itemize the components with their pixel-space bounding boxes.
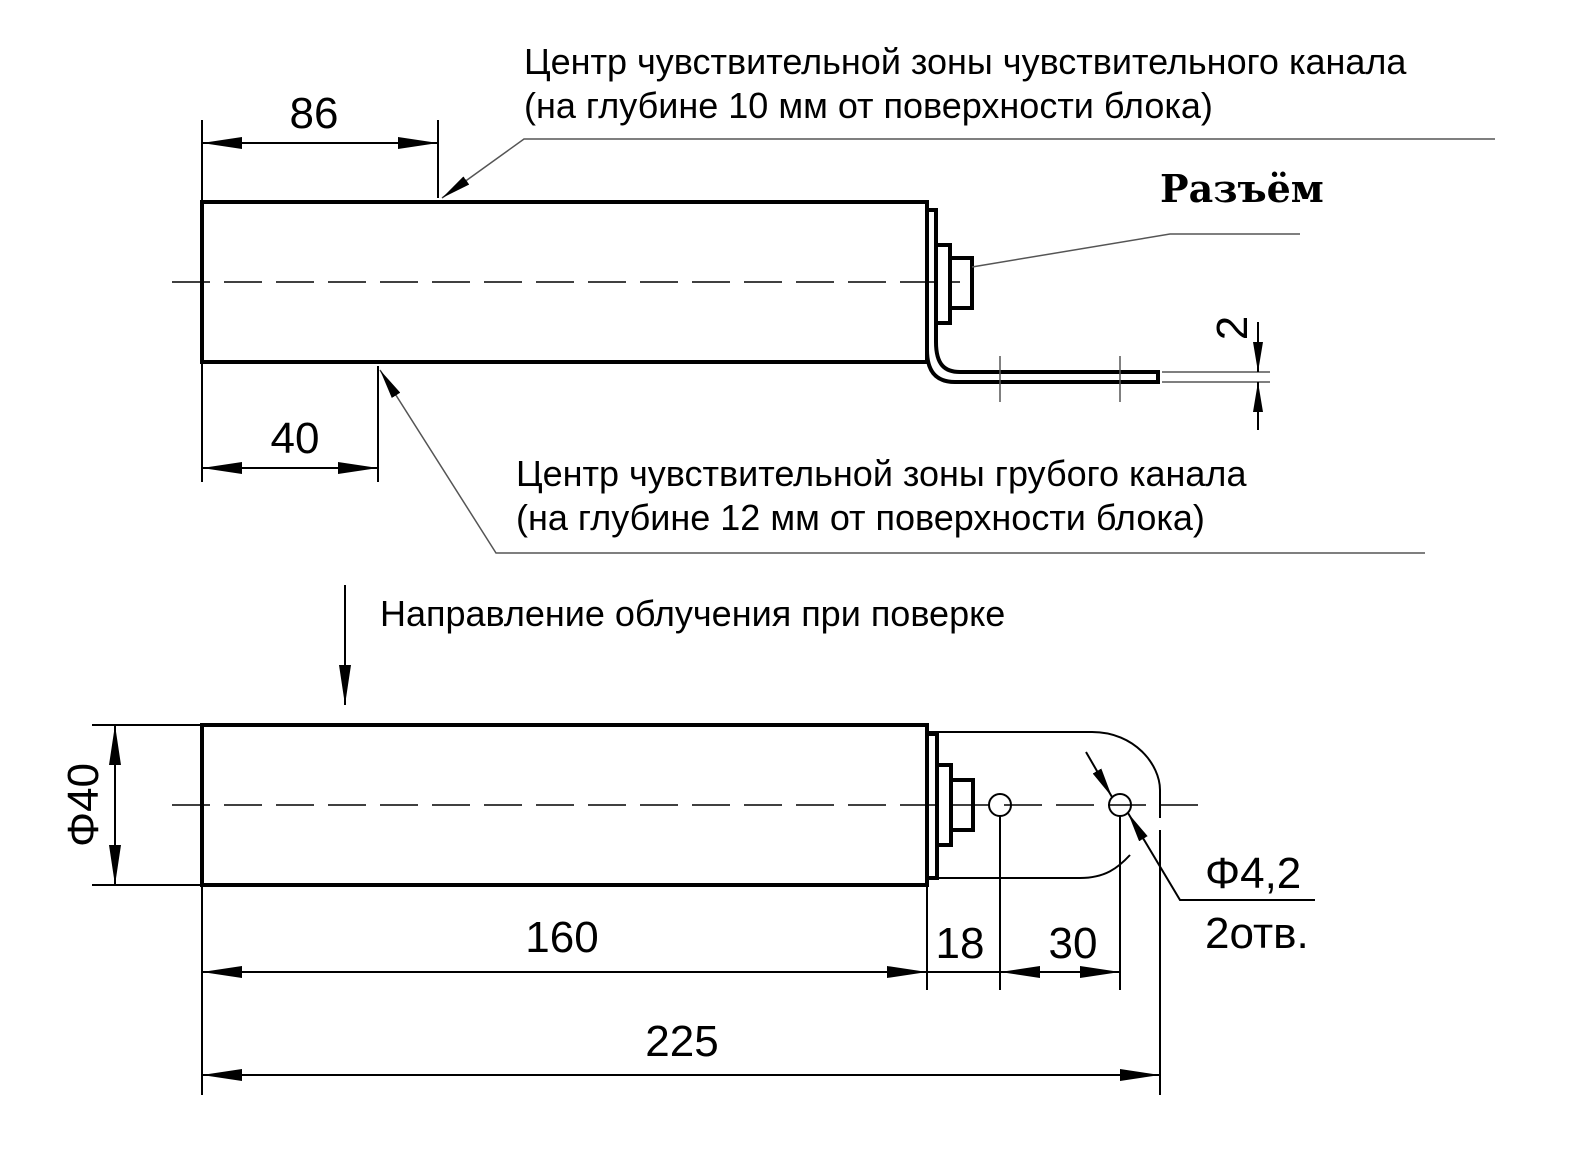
bottom-connector-nut [949, 778, 975, 832]
dim-30-label: 30 [1049, 919, 1098, 968]
sensitive-channel-leader [441, 138, 1495, 199]
top-view: Разъём Центр чувствительной зоны чувстви… [172, 41, 1495, 554]
dim-40-label: 40 [271, 414, 320, 463]
connector-leader [971, 233, 1300, 268]
dim-d40-label: Φ40 [59, 763, 108, 847]
bottom-connector-body [935, 763, 953, 847]
mounting-plate-lower-edge [927, 854, 1131, 879]
top-connector-nut [948, 256, 974, 310]
hole-diameter-label: Φ4,2 [1205, 849, 1301, 898]
dim-160-label: 160 [525, 913, 598, 962]
hole-dim-leader [1127, 812, 1315, 901]
dim-2-label: 2 [1208, 316, 1257, 340]
bottom-view: Направление облучения при поверке Φ4,2 2… [59, 585, 1315, 1095]
top-connector-body [934, 243, 952, 325]
irradiation-note: Направление облучения при поверке [380, 593, 1005, 634]
sensitive-channel-note-line2: (на глубине 10 мм от поверхности блока) [524, 85, 1213, 126]
dim-86-label: 86 [290, 89, 339, 138]
sensitive-channel-note-line1: Центр чувствительной зоны чувствительног… [524, 41, 1407, 82]
mounting-plate-outline [927, 731, 1161, 818]
coarse-channel-leader [379, 369, 1425, 554]
coarse-channel-note-line2: (на глубине 12 мм от поверхности блока) [516, 497, 1205, 538]
dim-18-label: 18 [936, 919, 985, 968]
top-flange [925, 208, 1160, 384]
hole-dim-arrow-upper [1085, 751, 1113, 798]
hole-count-label: 2отв. [1205, 909, 1309, 958]
dim-225-label: 225 [645, 1017, 718, 1066]
coarse-channel-note-line1: Центр чувствительной зоны грубого канала [516, 453, 1247, 494]
connector-label: Разъём [1160, 166, 1324, 211]
